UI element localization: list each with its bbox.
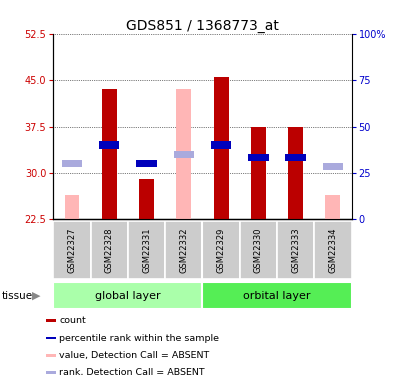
Text: GSM22329: GSM22329 [216,228,226,273]
Text: value, Detection Call = ABSENT: value, Detection Call = ABSENT [59,351,209,360]
Bar [288,127,303,219]
Bar [99,141,120,149]
Text: tissue: tissue [2,291,33,301]
Text: percentile rank within the sample: percentile rank within the sample [59,333,219,342]
Text: GSM22331: GSM22331 [142,228,151,273]
Bar [139,179,154,219]
Text: global layer: global layer [95,291,161,301]
Bar [173,151,194,158]
Bar [165,221,202,279]
Text: rank, Detection Call = ABSENT: rank, Detection Call = ABSENT [59,368,205,375]
Bar [325,195,340,219]
Text: GSM22333: GSM22333 [291,228,300,273]
Bar [90,221,128,279]
Bar [64,195,79,219]
Bar [46,320,56,322]
Bar [102,90,117,219]
Bar [251,127,266,219]
Text: orbital layer: orbital layer [243,291,311,301]
Bar [203,221,240,279]
Bar [323,163,343,171]
Bar [46,354,56,357]
Text: GSM22332: GSM22332 [179,228,188,273]
Bar [62,160,82,167]
Bar [203,282,352,309]
Bar [248,154,269,161]
Bar [136,160,157,167]
Text: ▶: ▶ [32,291,41,301]
Text: GSM22330: GSM22330 [254,228,263,273]
Text: GSM22328: GSM22328 [105,228,114,273]
Bar [285,154,306,161]
Title: GDS851 / 1368773_at: GDS851 / 1368773_at [126,19,279,33]
Bar [176,90,191,219]
Bar [211,141,231,149]
Text: GSM22327: GSM22327 [68,228,77,273]
Text: count: count [59,316,86,325]
Bar [46,371,56,374]
Bar [240,221,277,279]
Bar [277,221,314,279]
Bar [46,337,56,339]
Text: GSM22334: GSM22334 [328,228,337,273]
Bar [53,282,203,309]
Bar [128,221,165,279]
Bar [314,221,352,279]
Bar [53,221,90,279]
Bar [214,77,229,219]
